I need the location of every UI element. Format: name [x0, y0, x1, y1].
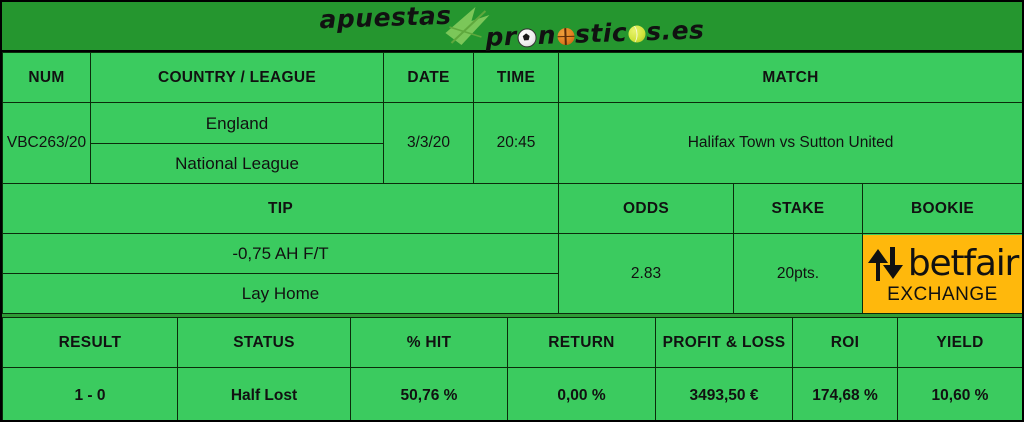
betfair-logo[interactable]: betfair EXCHANGE	[863, 234, 1022, 313]
col-header-profit-loss: PROFIT & LOSS	[655, 317, 793, 368]
cell-country-league: England National League	[90, 102, 384, 184]
cell-yield: 10,60 %	[897, 367, 1022, 420]
col-header-num: NUM	[2, 52, 91, 103]
bet-stats-table: RESULT STATUS % HIT RETURN PROFIT & LOSS…	[2, 317, 1022, 420]
col-header-date: DATE	[383, 52, 474, 103]
cell-hit: 50,76 %	[350, 367, 508, 420]
col-header-return: RETURN	[507, 317, 656, 368]
cell-date: 3/3/20	[383, 102, 474, 184]
col-header-stake: STAKE	[733, 183, 863, 234]
cell-match: Halifax Town vs Sutton United	[558, 102, 1022, 184]
col-header-bookie: BOOKIE	[862, 183, 1022, 234]
cell-league: National League	[175, 153, 299, 173]
betfair-arrows-icon	[867, 246, 903, 281]
swoosh-icon	[442, 3, 494, 49]
col-header-yield: YIELD	[897, 317, 1022, 368]
cell-tip-line1: -0,75 AH F/T	[3, 234, 558, 274]
cell-return: 0,00 %	[507, 367, 656, 420]
cell-roi: 174,68 %	[792, 367, 898, 420]
cell-odds: 2.83	[558, 233, 734, 314]
header-row-match: NUM COUNTRY / LEAGUE DATE TIME MATCH	[2, 52, 1022, 103]
value-row-match: VBC263/20 England National League 3/3/20…	[2, 102, 1022, 184]
basketball-icon	[556, 27, 575, 45]
header-row-tip: TIP ODDS STAKE BOOKIE	[2, 183, 1022, 234]
betfair-wordmark: betfair	[907, 242, 1019, 284]
col-header-country-league: COUNTRY / LEAGUE	[90, 52, 384, 103]
cell-bookie[interactable]: betfair EXCHANGE	[862, 233, 1022, 314]
logo-text-pr: pr	[485, 21, 518, 52]
col-header-match: MATCH	[558, 52, 1022, 103]
col-header-roi: ROI	[792, 317, 898, 368]
betfair-exchange-label: EXCHANGE	[887, 283, 998, 305]
status-badge: Half Lost	[177, 367, 351, 420]
cell-stake: 20pts.	[733, 233, 863, 314]
betfair-logo-top: betfair	[863, 243, 1022, 285]
cell-num: VBC263/20	[2, 102, 91, 184]
header-row-stats: RESULT STATUS % HIT RETURN PROFIT & LOSS…	[2, 317, 1022, 368]
cell-tip: -0,75 AH F/T Lay Home	[2, 233, 559, 314]
cell-tip-line2: Lay Home	[241, 284, 320, 303]
logo-text-stic: stic	[574, 17, 628, 49]
cell-profit-loss: 3493,50 €	[655, 367, 793, 420]
col-header-time: TIME	[473, 52, 559, 103]
col-header-hit: % HIT	[350, 317, 508, 368]
col-header-tip: TIP	[2, 183, 559, 234]
value-row-stats: 1 - 0 Half Lost 50,76 % 0,00 % 3493,50 €…	[2, 367, 1022, 420]
cell-result: 1 - 0	[2, 367, 178, 420]
col-header-odds: ODDS	[558, 183, 734, 234]
logo-word-pronosticos: pr n stic s.es	[485, 15, 705, 52]
logo-text-ses: s.es	[645, 14, 705, 46]
site-logo[interactable]: apuestas pr n stic s.es	[318, 0, 705, 52]
site-banner: apuestas pr n stic s.es	[2, 2, 1022, 52]
soccer-ball-icon	[517, 27, 538, 48]
bet-details-table: NUM COUNTRY / LEAGUE DATE TIME MATCH VBC…	[2, 52, 1022, 314]
cell-country: England	[91, 104, 383, 144]
cell-time: 20:45	[473, 102, 559, 184]
col-header-status: STATUS	[177, 317, 351, 368]
logo-text-n: n	[537, 19, 557, 50]
tennis-ball-icon	[628, 24, 646, 43]
value-row-tip: -0,75 AH F/T Lay Home 2.83 20pts. betfai…	[2, 233, 1022, 314]
col-header-result: RESULT	[2, 317, 178, 368]
logo-word-apuestas: apuestas	[318, 0, 453, 34]
